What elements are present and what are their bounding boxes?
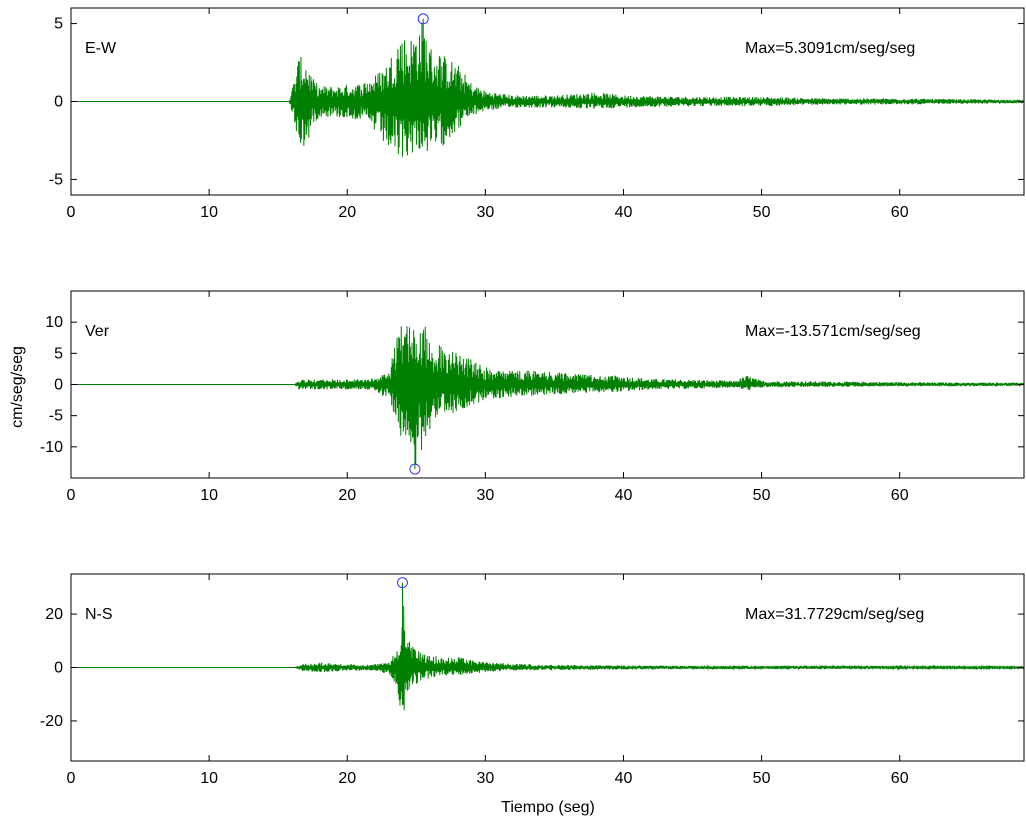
max-annotation-ver: Max=-13.571cm/seg/seg [745,323,921,340]
panel-ns: 0 10 20 30 40 50 60 -20 0 20 N-S Max=31.7729cm/seg/… [40,573,1025,787]
y-tick-label-ver: -5 [49,408,63,425]
trace-line-ver [71,326,1024,470]
component-label-ver: Ver [85,323,110,340]
x-tick-label-ns: 30 [476,770,494,787]
y-axis-label: cm/seg/seg [9,346,26,428]
x-tick-label-ew: 20 [338,204,356,221]
y-tick-label-ver: 5 [54,345,63,362]
peak-marker-ns [396,577,408,589]
x-tick-label-ver: 60 [891,487,909,504]
x-tick-label-ns: 60 [891,770,909,787]
x-tick-label-ns: 40 [615,770,633,787]
y-tick-label-ew: 0 [54,94,63,111]
x-tick-label-ew: 40 [615,204,633,221]
x-tick-label-ver: 20 [338,487,356,504]
x-tick-label-ver: 10 [200,487,218,504]
x-tick-label-ns: 50 [753,770,771,787]
y-tick-label-ns: 0 [54,660,63,677]
trace-line-ns [71,582,1024,711]
x-tick-label-ver: 50 [753,487,771,504]
y-tick-label-ns: 20 [45,606,63,623]
x-tick-label-ew: 0 [67,204,76,221]
max-annotation-ns: Max=31.7729cm/seg/seg [745,606,924,623]
component-label-ns: N-S [85,606,113,623]
y-tick-label-ew: -5 [49,171,63,188]
x-tick-label-ver: 30 [476,487,494,504]
x-tick-label-ew: 60 [891,204,909,221]
x-tick-label-ns: 10 [200,770,218,787]
peak-marker-ew [417,13,429,25]
y-tick-label-ver: 10 [45,314,63,331]
x-tick-label-ver: 40 [615,487,633,504]
x-tick-label-ns: 0 [67,770,76,787]
x-tick-label-ver: 0 [67,487,76,504]
x-axis-label: Tiempo (seg) [501,799,595,816]
y-tick-label-ver: -10 [40,439,63,456]
x-tick-label-ew: 50 [753,204,771,221]
peak-marker-ver [409,463,421,475]
y-tick-label-ver: 0 [54,377,63,394]
x-tick-label-ew: 10 [200,204,218,221]
x-tick-label-ns: 20 [338,770,356,787]
y-tick-label-ew: 5 [54,16,63,33]
x-tick-label-ew: 30 [476,204,494,221]
trace-line-ew [71,18,1024,157]
y-tick-label-ns: -20 [40,713,63,730]
component-label-ew: E-W [85,40,117,57]
panel-ver: 0 10 20 30 40 50 60 -10 -5 0 5 10 Ver Max=-13.571cm/s… [40,290,1025,504]
max-annotation-ew: Max=5.3091cm/seg/seg [745,40,915,57]
